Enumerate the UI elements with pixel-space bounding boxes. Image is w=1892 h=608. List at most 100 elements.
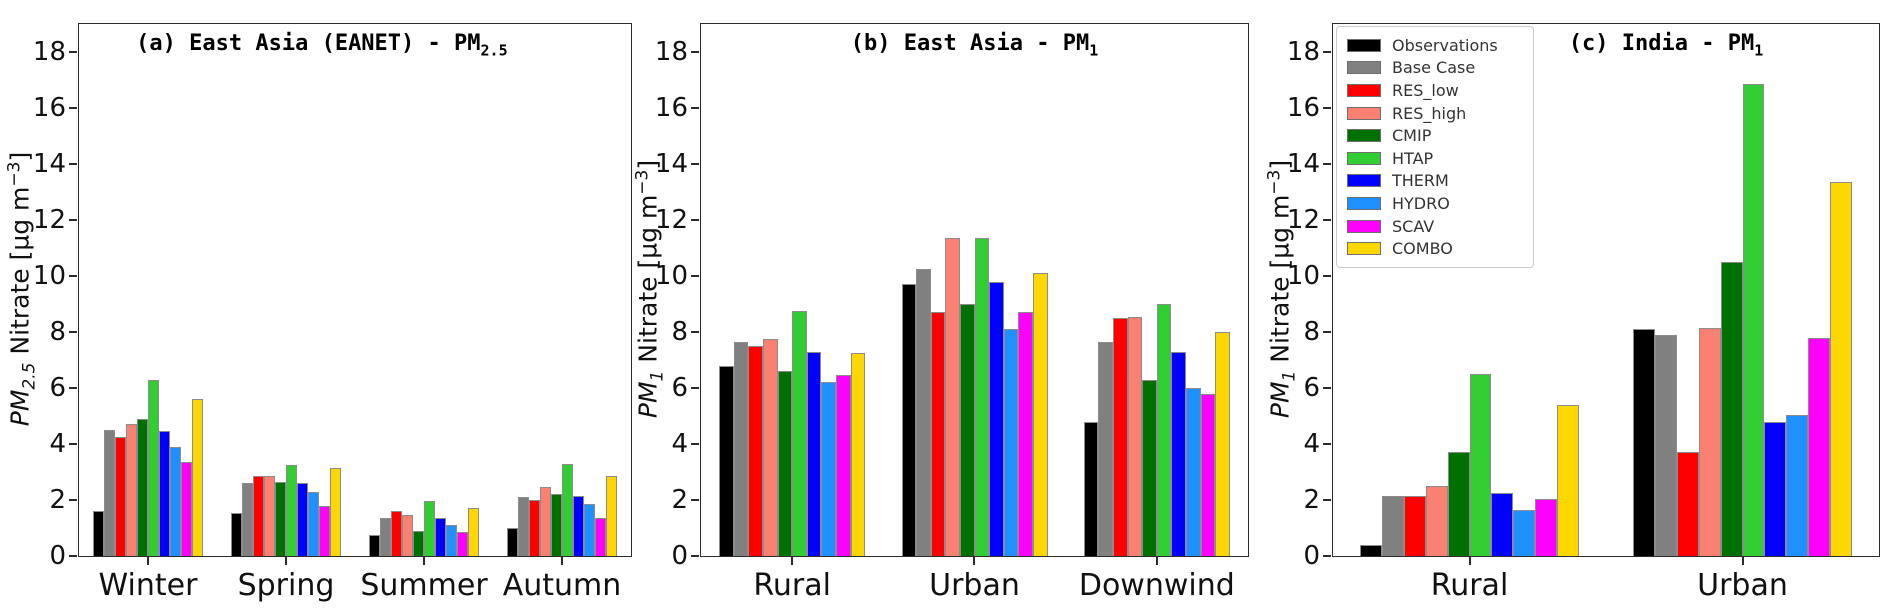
- bar-htap-urban: [974, 238, 990, 556]
- y-tick-mark: [69, 219, 77, 221]
- y-tick-2: 2: [1303, 487, 1331, 513]
- bar-group-downwind: [1083, 24, 1230, 556]
- y-tick-2: 2: [671, 487, 699, 513]
- bar-group-winter: [92, 24, 204, 556]
- bar-res-high-urban: [1698, 327, 1721, 556]
- bar-therm-rural: [806, 351, 822, 556]
- category-slot-downwind: Downwind: [1066, 24, 1248, 603]
- bar-observations-spring: [230, 512, 242, 556]
- y-tick-6: 6: [1303, 375, 1331, 401]
- bar-res-high-rural: [1425, 486, 1448, 556]
- y-tick-label-18: 18: [1286, 37, 1320, 67]
- y-tick-label-12: 12: [32, 205, 66, 235]
- bar-combo-autumn: [606, 476, 618, 556]
- bar-hydro-urban: [1003, 329, 1019, 556]
- legend-label-cmip: CMIP: [1392, 126, 1432, 146]
- y-tick-mark: [691, 163, 699, 165]
- y-tick-mark: [69, 387, 77, 389]
- y-tick-mark: [69, 51, 77, 53]
- bar-base-case-autumn: [517, 497, 529, 556]
- category-slot-urban: Urban: [883, 24, 1065, 603]
- legend-swatch-therm: [1347, 174, 1381, 188]
- bar-res-low-rural: [748, 346, 764, 556]
- panel-title-b: (b) East Asia - PM1: [850, 31, 1099, 60]
- x-tick-mark-summer: [423, 557, 425, 565]
- bar-res-high-urban: [945, 238, 960, 556]
- y-tick-label-16: 16: [654, 93, 688, 123]
- legend-swatch-scav: [1347, 219, 1381, 233]
- bar-res-low-spring: [252, 476, 264, 556]
- plot-area-india-pm1: (c) India - PM1 0 2 4 6 8 10 12 14 16 18 Rural Urb…: [1287, 23, 1880, 603]
- bar-base-case-spring: [241, 483, 253, 556]
- x-tick-label-urban: Urban: [1697, 568, 1788, 603]
- y-tick-mark: [1323, 51, 1331, 53]
- category-slot-summer: Summer: [355, 24, 493, 603]
- bar-observations-downwind: [1083, 421, 1099, 556]
- bar-combo-spring: [330, 467, 342, 556]
- bar-htap-rural: [792, 311, 807, 556]
- y-tick-label-6: 6: [671, 373, 688, 403]
- y-tick-label-18: 18: [654, 37, 688, 67]
- bar-therm-rural: [1491, 493, 1514, 556]
- y-tick-label-10: 10: [32, 261, 66, 291]
- bar-combo-summer: [468, 508, 480, 556]
- bar-group-rural: [1360, 24, 1579, 556]
- bar-htap-rural: [1469, 374, 1492, 556]
- bar-hydro-urban: [1786, 414, 1809, 556]
- bar-hydro-winter: [170, 446, 182, 556]
- legend-swatch-base-case: [1347, 61, 1381, 75]
- bar-htap-summer: [424, 501, 436, 556]
- bar-res-high-spring: [263, 476, 275, 556]
- bar-therm-winter: [159, 431, 171, 556]
- y-tick-mark: [1323, 275, 1331, 277]
- bar-therm-summer: [435, 518, 447, 556]
- bar-scav-rural: [835, 375, 851, 556]
- y-tick-mark: [691, 107, 699, 109]
- bar-combo-rural: [1556, 404, 1579, 556]
- bar-scav-urban: [1018, 312, 1033, 556]
- y-tick-label-18: 18: [32, 37, 66, 67]
- bar-base-case-rural: [1382, 495, 1404, 556]
- legend-row-htap: HTAP: [1347, 147, 1523, 170]
- y-tick-16: 16: [1287, 95, 1331, 121]
- y-tick-mark: [691, 51, 699, 53]
- y-tick-0: 0: [49, 543, 77, 569]
- x-tick-mark-urban: [973, 557, 976, 565]
- y-tick-12: 12: [1287, 207, 1331, 233]
- legend-swatch-hydro: [1347, 196, 1381, 210]
- y-tick-mark: [1323, 331, 1331, 333]
- y-tick-label-4: 4: [1303, 429, 1320, 459]
- bar-htap-downwind: [1156, 304, 1172, 556]
- y-tick-0: 0: [1303, 543, 1331, 569]
- bar-hydro-downwind: [1186, 388, 1201, 556]
- bar-cmip-spring: [274, 481, 287, 556]
- bar-hydro-rural: [1513, 509, 1536, 556]
- x-tick-label-downwind: Downwind: [1078, 568, 1235, 603]
- category-slot-winter: Winter: [79, 24, 217, 603]
- bar-cmip-downwind: [1142, 379, 1157, 556]
- bar-res-high-autumn: [539, 487, 551, 556]
- bar-therm-downwind: [1171, 351, 1187, 556]
- y-tick-14: 14: [655, 151, 699, 177]
- bar-res-low-rural: [1403, 495, 1426, 556]
- legend-label-observations: Observations: [1392, 35, 1498, 55]
- y-tick-mark: [691, 387, 699, 389]
- y-tick-0: 0: [671, 543, 699, 569]
- bar-res-low-urban: [930, 312, 946, 556]
- bar-therm-spring: [297, 483, 309, 556]
- bar-base-case-rural: [733, 341, 749, 556]
- bar-group-urban: [1633, 24, 1852, 556]
- y-tick-16: 16: [33, 95, 77, 121]
- y-tick-12: 12: [33, 207, 77, 233]
- y-tick-8: 8: [49, 319, 77, 345]
- panel-title-c: (c) India - PM1: [1568, 31, 1764, 60]
- bar-res-high-downwind: [1127, 316, 1143, 556]
- y-tick-mark: [69, 331, 77, 333]
- y-tick-label-16: 16: [1286, 93, 1320, 123]
- bar-scav-rural: [1535, 498, 1557, 556]
- bar-hydro-spring: [308, 491, 320, 556]
- y-tick-label-0: 0: [671, 541, 688, 571]
- panel-title-a: (a) East Asia (EANET) - PM2.5: [136, 31, 508, 60]
- x-tick-mark-spring: [285, 557, 287, 565]
- y-tick-4: 4: [49, 431, 77, 457]
